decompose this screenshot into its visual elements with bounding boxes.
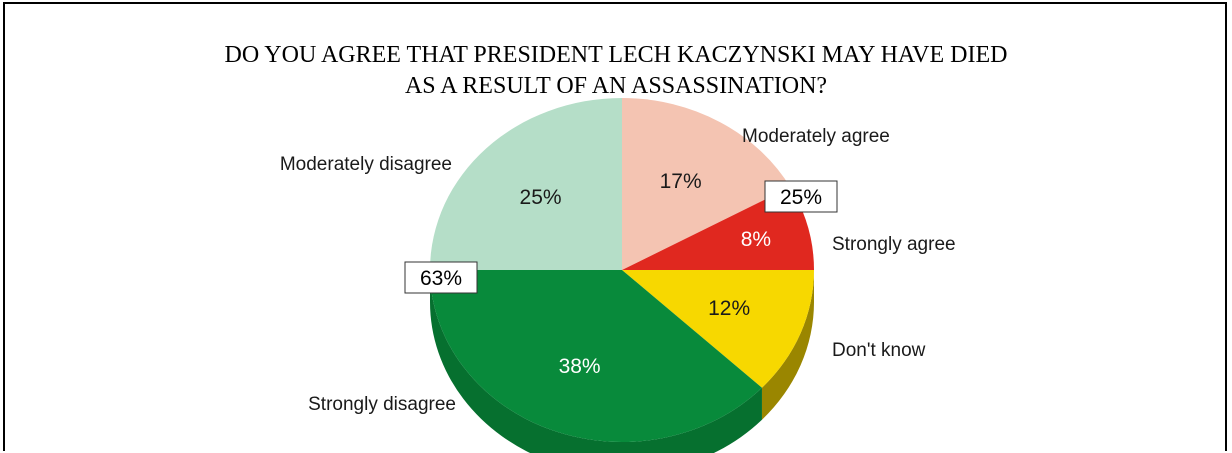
slice-value-labels: 17% 8% 12% 38% 25% (520, 170, 772, 378)
slice-value-don-t-know: 12% (708, 297, 750, 320)
chart-frame (3, 2, 1227, 451)
group-total-box-agree (764, 180, 838, 213)
slice-category-labels: Moderately agree Strongly agree Don't know… (280, 126, 956, 415)
group-total-disagree: 63% (420, 267, 462, 290)
slice-value-strongly-agree: 8% (741, 228, 771, 251)
pie-slice-moderately-disagree (430, 98, 622, 270)
pie-depth-layer (430, 270, 814, 453)
group-total-agree: 25% (780, 186, 822, 209)
slice-label-strongly-agree: Strongly agree (832, 234, 956, 255)
pie-side-strongly-disagree (430, 270, 762, 453)
pie-side-don-t-know (761, 270, 814, 420)
slice-label-moderately-agree: Moderately agree (742, 126, 890, 147)
pie-slice-moderately-agree (622, 98, 791, 270)
slice-value-moderately-agree: 17% (660, 170, 702, 193)
slice-value-moderately-disagree: 25% (520, 186, 562, 209)
group-total-boxes: 25% 63% (404, 180, 838, 294)
pie-slice-don-t-know (622, 270, 814, 388)
slice-label-don-t-know: Don't know (832, 340, 926, 361)
chart-title-line-2: AS A RESULT OF AN ASSASSINATION? (404, 73, 828, 99)
pie-top-layer (430, 98, 814, 442)
slice-label-moderately-disagree: Moderately disagree (280, 154, 452, 175)
slice-value-strongly-disagree: 38% (559, 355, 601, 378)
pie-slice-strongly-disagree (430, 270, 762, 442)
group-total-box-disagree (404, 261, 478, 294)
chart-title-line-1: DO YOU AGREE THAT PRESIDENT LECH KACZYNS… (224, 42, 1008, 68)
slice-label-strongly-disagree: Strongly disagree (308, 394, 456, 415)
